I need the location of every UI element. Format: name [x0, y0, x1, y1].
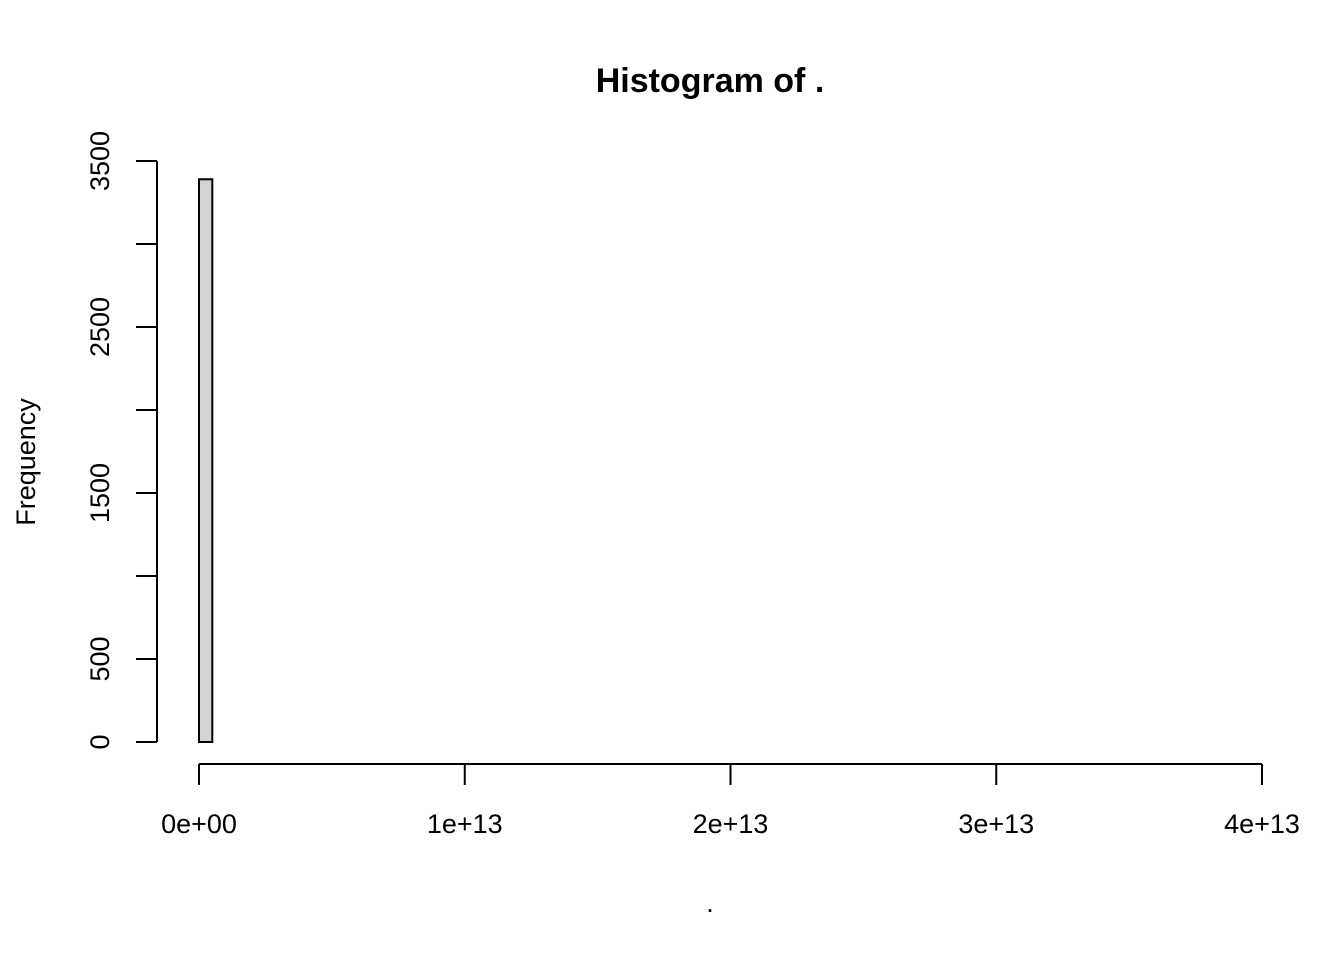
y-tick-label: 2500: [85, 297, 115, 357]
y-axis: 0 500 1500 2500 3500: [85, 131, 158, 750]
y-tick-label: 500: [85, 636, 115, 681]
y-tick-label: 0: [85, 734, 115, 749]
x-tick-label: 1e+13: [427, 809, 503, 839]
x-axis: 0e+00 1e+13 2e+13 3e+13 4e+13: [161, 763, 1300, 839]
histogram-bars: [198, 178, 214, 743]
chart-title: Histogram of .: [596, 62, 825, 100]
y-tick-label: 3500: [85, 131, 115, 191]
x-tick-label: 2e+13: [693, 809, 769, 839]
x-tick-label: 4e+13: [1224, 809, 1300, 839]
histogram-bar: [198, 178, 214, 743]
x-axis-label: .: [706, 888, 714, 918]
y-tick-label: 1500: [85, 463, 115, 523]
y-axis-label: Frequency: [11, 398, 41, 526]
x-tick-label: 0e+00: [161, 809, 237, 839]
x-tick-label: 3e+13: [958, 809, 1034, 839]
